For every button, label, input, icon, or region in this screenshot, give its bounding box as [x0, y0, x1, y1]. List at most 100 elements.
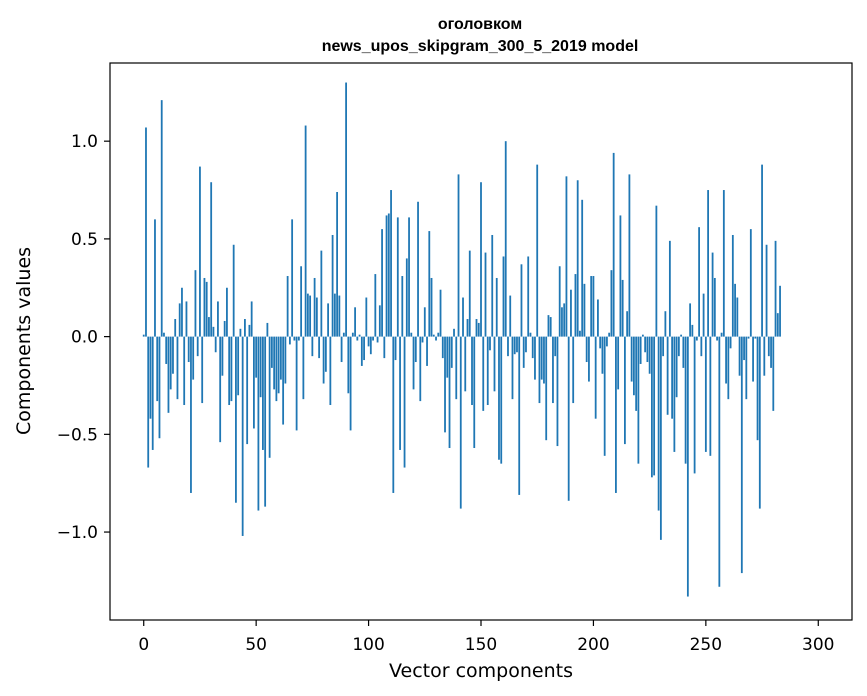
bar-component-21 [190, 336, 192, 493]
bar-component-177 [540, 336, 543, 380]
bar-component-25 [199, 166, 201, 337]
bar-component-210 [615, 336, 617, 493]
bar-component-244 [691, 324, 694, 337]
bar-component-188 [565, 176, 568, 337]
x-tick-label: 200 [577, 635, 609, 655]
bar-component-181 [549, 317, 552, 337]
bar-component-154 [489, 336, 491, 351]
bar-component-2 [147, 336, 150, 468]
bar-component-41 [235, 336, 237, 503]
bar-component-122 [417, 201, 419, 337]
bar-component-135 [446, 336, 449, 378]
bar-component-138 [453, 328, 455, 337]
y-tick-label: 1.0 [71, 132, 98, 152]
bar-component-250 [704, 336, 707, 452]
bar-component-39 [230, 336, 233, 402]
ticks-group: 0 50 100 150 200 250 300 −1.0 −0.5 0.0 0.5 1.0 [57, 132, 835, 655]
bar-component-165 [513, 336, 516, 355]
bar-component-166 [516, 336, 518, 353]
bar-component-189 [567, 336, 570, 501]
y-tick-label: −0.5 [57, 425, 98, 445]
y-tick-label: 0.5 [71, 230, 98, 250]
bar-component-105 [378, 305, 381, 337]
bar-component-98 [363, 336, 365, 361]
bar-component-56 [268, 336, 271, 458]
bar-component-69 [297, 336, 300, 341]
bar-component-0 [142, 334, 145, 337]
bar-component-280 [772, 336, 775, 411]
bar-component-232 [664, 311, 667, 337]
bar-component-192 [574, 274, 577, 337]
bar-component-89 [342, 332, 345, 337]
bar-component-215 [626, 311, 629, 337]
bar-component-88 [340, 336, 343, 363]
bar-component-36 [223, 320, 226, 337]
bar-component-38 [228, 336, 231, 406]
bar-component-261 [729, 336, 732, 349]
bar-component-22 [192, 336, 195, 380]
bar-component-213 [621, 279, 624, 337]
bar-component-266 [740, 336, 743, 574]
y-tick-label: 0.0 [71, 328, 98, 348]
bar-component-52 [259, 336, 262, 398]
bar-component-253 [711, 252, 714, 337]
bar-component-95 [356, 336, 359, 341]
bar-component-172 [529, 332, 532, 337]
bar-component-264 [736, 297, 739, 337]
bar-component-206 [606, 336, 608, 347]
bar-component-263 [734, 283, 736, 337]
bar-component-211 [617, 336, 620, 390]
bar-component-115 [401, 276, 404, 337]
bar-component-169 [522, 336, 525, 368]
bar-component-267 [743, 336, 745, 361]
bar-component-60 [277, 336, 280, 394]
bar-component-214 [624, 336, 626, 445]
plot-frame [109, 62, 853, 621]
bar-component-157 [495, 277, 498, 337]
bar-component-173 [531, 336, 534, 359]
bar-component-64 [286, 276, 289, 337]
bar-component-219 [635, 336, 638, 411]
bar-component-236 [673, 336, 676, 452]
bar-component-147 [473, 336, 476, 449]
bar-component-104 [376, 336, 379, 343]
bar-component-67 [293, 336, 296, 341]
bar-component-242 [686, 336, 689, 597]
bar-component-160 [502, 256, 505, 337]
bar-component-107 [383, 336, 386, 359]
bar-component-234 [668, 240, 671, 337]
bar-component-258 [722, 190, 725, 337]
bar-component-222 [641, 334, 644, 337]
bar-component-179 [545, 336, 548, 441]
bar-component-133 [441, 336, 444, 359]
bar-component-44 [241, 336, 244, 536]
bar-component-85 [333, 293, 336, 337]
bar-component-252 [709, 336, 712, 456]
bar-component-6 [156, 336, 159, 402]
bar-component-202 [597, 299, 599, 337]
bar-component-8 [160, 100, 163, 337]
bar-component-19 [185, 301, 188, 337]
bar-component-124 [421, 336, 424, 343]
bar-component-49 [253, 336, 255, 429]
bar-component-35 [221, 336, 224, 376]
bar-component-227 [653, 336, 656, 476]
bar-component-59 [275, 336, 278, 402]
bar-component-146 [471, 336, 473, 406]
bar-component-47 [248, 324, 251, 337]
bar-component-150 [480, 182, 482, 337]
bar-component-225 [648, 336, 651, 374]
y-axis-label: Components values [13, 247, 35, 435]
bar-component-53 [262, 336, 264, 450]
bar-component-80 [322, 336, 325, 384]
bar-component-143 [464, 336, 467, 392]
bar-component-102 [372, 336, 374, 341]
bar-component-185 [558, 266, 561, 337]
bar-component-12 [169, 336, 172, 390]
bar-component-144 [466, 319, 469, 337]
bar-component-270 [749, 229, 752, 337]
bar-component-101 [369, 336, 372, 355]
bar-component-273 [756, 336, 759, 441]
bar-component-260 [727, 336, 730, 400]
